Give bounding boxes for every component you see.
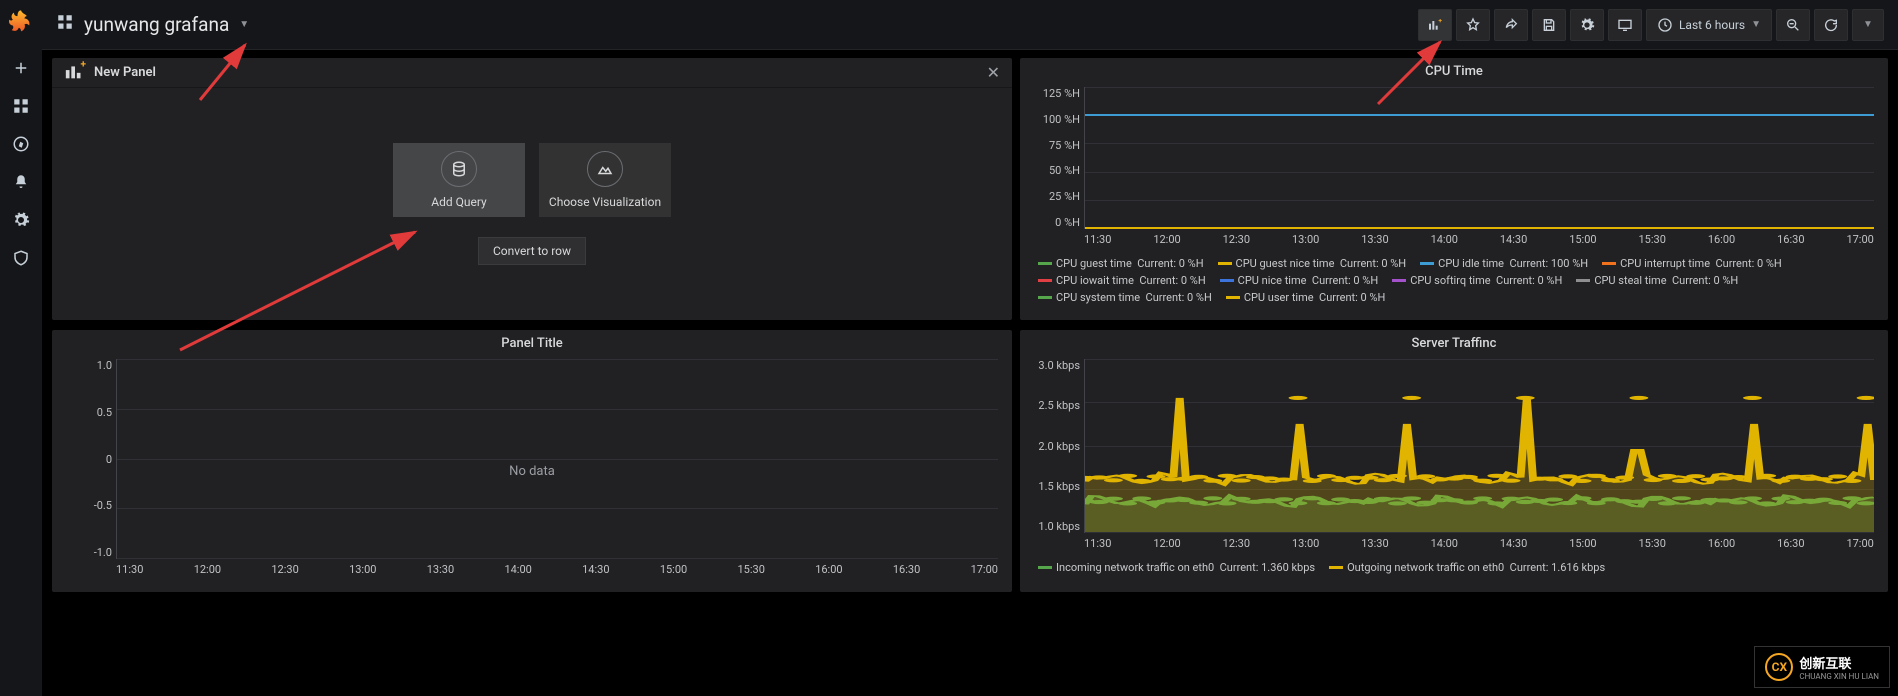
dashboard-title: yunwang grafana xyxy=(84,13,229,36)
watermark-brand: 创新互联 xyxy=(1799,653,1879,672)
time-range-label: Last 6 hours xyxy=(1679,18,1745,32)
refresh-interval-button[interactable]: ▼ xyxy=(1852,9,1884,41)
legend-item[interactable]: CPU softirq time Current: 0 %H xyxy=(1392,274,1562,287)
apps-icon[interactable] xyxy=(11,96,31,116)
svg-text:+: + xyxy=(1438,17,1442,25)
watermark: CX 创新互联 CHUANG XIN HU LIAN xyxy=(1754,646,1890,688)
choose-viz-label: Choose Visualization xyxy=(549,195,661,209)
share-button[interactable] xyxy=(1494,9,1528,41)
grafana-logo[interactable] xyxy=(7,8,35,40)
settings-button[interactable] xyxy=(1570,9,1604,41)
cycle-view-button[interactable] xyxy=(1608,9,1642,41)
chevron-down-icon: ▼ xyxy=(239,19,249,30)
choose-viz-card[interactable]: Choose Visualization xyxy=(539,143,671,217)
save-button[interactable] xyxy=(1532,9,1566,41)
panel-title: Server Traffinc xyxy=(1020,330,1888,355)
traffic-panel[interactable]: Server Traffinc 3.0 kbps2.5 kbps2.0 kbps… xyxy=(1020,330,1888,592)
compass-icon[interactable] xyxy=(11,134,31,154)
bell-icon[interactable] xyxy=(11,172,31,192)
time-range-button[interactable]: Last 6 hours ▼ xyxy=(1646,9,1772,41)
legend-item[interactable]: CPU steal time Current: 0 %H xyxy=(1576,274,1738,287)
dashboard-picker[interactable]: yunwang grafana ▼ xyxy=(56,13,249,36)
refresh-button[interactable] xyxy=(1814,9,1848,41)
add-panel-bar-icon: + xyxy=(64,60,86,86)
convert-to-row-button[interactable]: Convert to row xyxy=(478,237,586,265)
star-button[interactable] xyxy=(1456,9,1490,41)
new-panel-title: New Panel xyxy=(94,65,156,80)
legend-item[interactable]: CPU system time Current: 0 %H xyxy=(1038,291,1212,304)
plus-icon[interactable] xyxy=(11,58,31,78)
dashboard-grid-icon xyxy=(56,13,74,36)
header-bar: yunwang grafana ▼ + Last 6 hours ▼ xyxy=(42,0,1898,50)
legend-item[interactable]: CPU guest nice time Current: 0 %H xyxy=(1218,257,1407,270)
add-query-card[interactable]: Add Query xyxy=(393,143,525,217)
gear-icon[interactable] xyxy=(11,210,31,230)
header-toolbar: + Last 6 hours ▼ ▼ xyxy=(1418,9,1884,41)
cpu-time-panel[interactable]: CPU Time 125 %H100 %H75 %H50 %H25 %H0 %H… xyxy=(1020,58,1888,320)
close-icon[interactable]: ✕ xyxy=(987,63,1000,82)
legend-item[interactable]: CPU interrupt time Current: 0 %H xyxy=(1602,257,1782,270)
traffic-legend: Incoming network traffic on eth0 Current… xyxy=(1020,557,1888,578)
legend-item[interactable]: CPU iowait time Current: 0 %H xyxy=(1038,274,1206,287)
watermark-sub: CHUANG XIN HU LIAN xyxy=(1799,672,1879,681)
svg-text:+: + xyxy=(81,60,87,70)
legend-item[interactable]: CPU user time Current: 0 %H xyxy=(1226,291,1386,304)
new-panel: + New Panel ✕ Add Query xyxy=(52,58,1012,320)
add-panel-button[interactable]: + xyxy=(1418,9,1452,41)
legend-item[interactable]: CPU nice time Current: 0 %H xyxy=(1220,274,1379,287)
shield-icon[interactable] xyxy=(11,248,31,268)
legend-item[interactable]: CPU guest time Current: 0 %H xyxy=(1038,257,1204,270)
legend-item[interactable]: Outgoing network traffic on eth0 Current… xyxy=(1329,561,1605,574)
panel-title: Panel Title xyxy=(52,330,1012,355)
panel-title: CPU Time xyxy=(1020,58,1888,83)
side-nav xyxy=(0,0,42,696)
zoom-out-button[interactable] xyxy=(1776,9,1810,41)
legend-item[interactable]: CPU idle time Current: 100 %H xyxy=(1420,257,1588,270)
chevron-down-icon: ▼ xyxy=(1751,19,1761,30)
legend-item[interactable]: Incoming network traffic on eth0 Current… xyxy=(1038,561,1315,574)
empty-panel[interactable]: Panel Title No data 1.00.50-0.5-1.011:30… xyxy=(52,330,1012,592)
cpu-legend: CPU guest time Current: 0 %H CPU guest ni… xyxy=(1020,253,1888,308)
add-query-label: Add Query xyxy=(431,195,486,209)
